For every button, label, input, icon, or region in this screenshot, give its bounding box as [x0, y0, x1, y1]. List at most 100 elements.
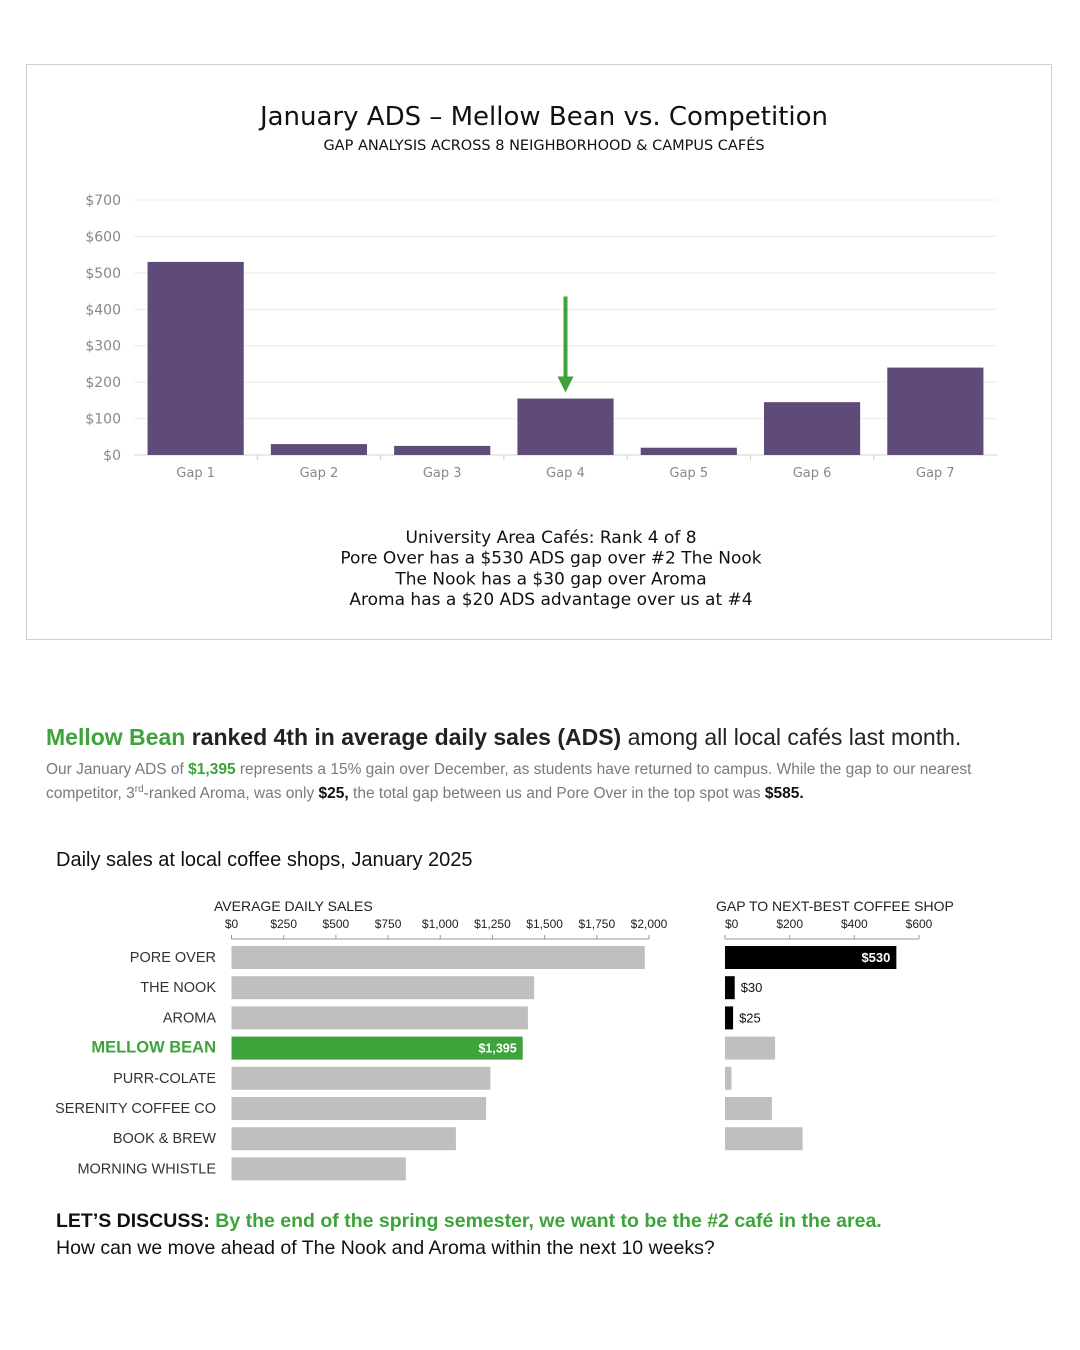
- y-tick-label: $200: [85, 375, 121, 391]
- gap-tick-label: $200: [776, 917, 803, 931]
- discussion-section: LET’S DISCUSS: By the end of the spring …: [56, 1208, 1056, 1262]
- bar-gap-3: [394, 445, 491, 455]
- body-text-3: -ranked Aroma, was only: [143, 785, 315, 803]
- daily-sales-title: Daily sales at local coffee shops, Janua…: [56, 849, 473, 871]
- cafe-label-pore-over: PORE OVER: [130, 950, 216, 966]
- bar-gap-1: [147, 261, 244, 455]
- y-tick-label: $600: [85, 229, 121, 245]
- ads-bars: $1,395: [231, 946, 645, 1181]
- gap-bars: $530 $30 $25: [725, 946, 897, 1151]
- cafe-label-aroma: AROMA: [163, 1010, 217, 1026]
- summary-headline: Mellow Bean ranked 4th in average daily …: [46, 724, 1046, 751]
- body-text-1: Our January ADS of: [46, 761, 184, 778]
- ads-tick-label: $0: [225, 917, 239, 931]
- y-tick-label: $500: [85, 266, 121, 282]
- x-tick-label: Gap 2: [300, 466, 339, 481]
- body-text-4: the total gap between us and Pore Over i…: [353, 785, 761, 803]
- body-total-gap-value: $585.: [764, 785, 804, 803]
- cafe-label-book-brew: BOOK & BREW: [113, 1131, 216, 1147]
- ads-bar-serenity-coffee-co: [231, 1097, 487, 1120]
- bar-gap-5: [640, 447, 737, 455]
- y-tick-label: $400: [85, 302, 121, 318]
- ads-tick-label: $750: [375, 917, 402, 931]
- gap-x-axis: $0 $200 $400 $600: [724, 917, 933, 940]
- highlight-arrow-icon: [557, 296, 574, 393]
- daily-sales-charts: Daily sales at local coffee shops, Janua…: [55, 849, 954, 1181]
- y-tick-label: $700: [85, 193, 121, 209]
- ads-tick-label: $1,250: [474, 917, 511, 931]
- gap-tick-label: $600: [906, 917, 933, 931]
- discussion-question: How can we move ahead of The Nook and Ar…: [56, 1237, 715, 1259]
- annotation-line: The Nook has a $30 gap over Aroma: [394, 569, 706, 589]
- ads-bar-purr-colate: [231, 1066, 491, 1090]
- gap-bar-chart: January ADS – Mellow Bean vs. Competitio…: [85, 102, 997, 610]
- ads-bar-mellow-bean: [231, 1036, 523, 1060]
- summary-body: Our January ADS of $1,395 represents a 1…: [46, 760, 1036, 804]
- ads-bar-value-label: $1,395: [478, 1042, 516, 1056]
- ads-tick-label: $500: [323, 917, 350, 931]
- cafe-label-the-nook: THE NOOK: [140, 980, 216, 996]
- x-tick-label: Gap 4: [546, 466, 585, 481]
- x-tick-label: Gap 7: [916, 466, 955, 481]
- headline-rest: among all local cafés last month.: [627, 724, 962, 750]
- cafe-label-mellow-bean: MELLOW BEAN: [91, 1039, 216, 1057]
- ads-tick-label: $1,000: [422, 917, 459, 931]
- y-tick-label: $0: [103, 448, 121, 464]
- headline-ranking: ranked 4th in average daily sales (ADS): [191, 724, 622, 750]
- body-ads-value: $1,395: [188, 761, 236, 778]
- gap-bar-value-label: $30: [741, 980, 763, 995]
- cafe-label-serenity-coffee-co: SERENITY COFFEE CO: [55, 1101, 216, 1117]
- x-tick-label: Gap 1: [176, 466, 215, 481]
- annotation-line: Aroma has a $20 ADS advantage over us at…: [349, 590, 752, 610]
- y-tick-label: $300: [85, 339, 121, 355]
- gap-bar-purr-colate: [725, 1066, 732, 1090]
- gap-tick-label: $400: [841, 917, 868, 931]
- gap-bar-the-nook: [725, 976, 735, 1000]
- bar-gap-4: [517, 398, 614, 455]
- ads-tick-label: $1,750: [578, 917, 615, 931]
- gap-chart-bars: [147, 261, 984, 455]
- x-tick-label: Gap 6: [793, 466, 832, 481]
- gap-axis-title: GAP TO NEXT-BEST COFFEE SHOP: [716, 898, 954, 914]
- cafe-labels: PORE OVER THE NOOK AROMA MELLOW BEAN PURR-CO…: [55, 950, 216, 1177]
- arrow-head: [557, 376, 574, 393]
- ads-tick-label: $1,500: [526, 917, 563, 931]
- body-gap-value: $25,: [318, 785, 349, 803]
- ads-x-axis: $0 $250 $500 $750 $1,000 $1,250 $1,500 $1,750 $2…: [225, 917, 668, 940]
- ads-bar-the-nook: [231, 976, 535, 1000]
- annotation-line: Pore Over has a $530 ADS gap over #2 The…: [340, 549, 761, 569]
- x-tick-label: Gap 5: [669, 466, 708, 481]
- gap-bar-aroma: [725, 1006, 734, 1030]
- bar-gap-7: [887, 367, 984, 455]
- ads-tick-label: $2,000: [631, 917, 668, 931]
- cafe-label-purr-colate: PURR-COLATE: [113, 1071, 216, 1087]
- discussion-goal: By the end of the spring semester, we wa…: [215, 1210, 882, 1232]
- discussion-lead: LET’S DISCUSS:: [56, 1210, 210, 1232]
- x-tick-label: Gap 3: [423, 466, 462, 481]
- gap-chart-title: January ADS – Mellow Bean vs. Competitio…: [258, 102, 828, 132]
- headline-cafe-name: Mellow Bean: [46, 724, 186, 750]
- bar-gap-2: [270, 444, 368, 455]
- gap-bar-value-label: $530: [861, 950, 890, 965]
- gap-bar-pore-over: [725, 946, 897, 969]
- gap-chart-x-axis: Gap 1 Gap 2 Gap 3 Gap 4 Gap 5 Gap 6 Gap 7: [176, 455, 955, 481]
- bar-gap-6: [763, 402, 861, 455]
- gap-bar-serenity-coffee-co: [725, 1097, 772, 1120]
- ads-tick-label: $250: [270, 917, 297, 931]
- ads-bar-book-brew: [231, 1127, 456, 1151]
- gap-analysis-panel: January ADS – Mellow Bean vs. Competitio…: [26, 64, 1052, 640]
- gap-chart-subtitle: GAP ANALYSIS ACROSS 8 NEIGHBORHOOD & CAM…: [323, 137, 764, 154]
- gap-bar-book-brew: [725, 1127, 803, 1151]
- gap-bar-value-label: $25: [739, 1010, 761, 1025]
- gap-chart-y-axis: $0 $100 $200 $300 $400 $500 $600 $700: [85, 193, 121, 464]
- body-text-2: represents a 15% gain over December, as …: [46, 761, 972, 803]
- ads-bar-pore-over: [231, 946, 645, 969]
- ads-bar-aroma: [231, 1006, 528, 1030]
- body-ordinal-suffix: rd: [134, 784, 144, 795]
- cafe-label-morning-whistle: MORNING WHISTLE: [77, 1161, 216, 1177]
- y-tick-label: $100: [85, 412, 121, 428]
- ads-bar-morning-whistle: [231, 1157, 406, 1181]
- annotation-line: University Area Cafés: Rank 4 of 8: [405, 528, 696, 548]
- gap-bar-mellow-bean: [725, 1036, 776, 1060]
